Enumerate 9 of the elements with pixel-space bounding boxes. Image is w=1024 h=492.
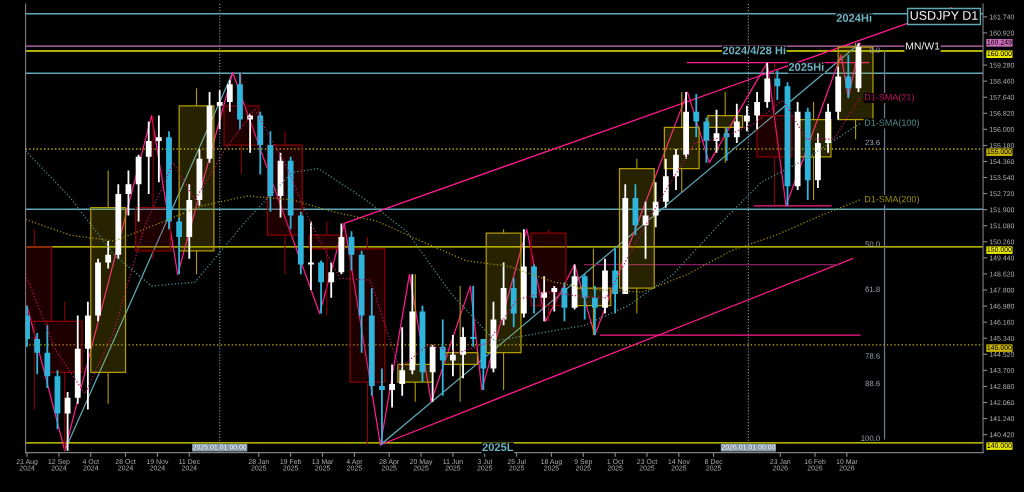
annotation: 2024Hi [836,13,872,22]
series-label: D1-SMA(21) [865,93,914,103]
annotation: 2024/4/28 Hi [722,46,786,55]
series-label: D1-SMA(100) [865,119,919,128]
annotation: 2025L [482,443,514,451]
annotation: 2025Hi [788,62,824,71]
series-label: D1-SMA(200) [865,195,919,205]
text: MN/W1 [906,42,940,50]
chart-title: USDJPY D1 [910,11,978,20]
